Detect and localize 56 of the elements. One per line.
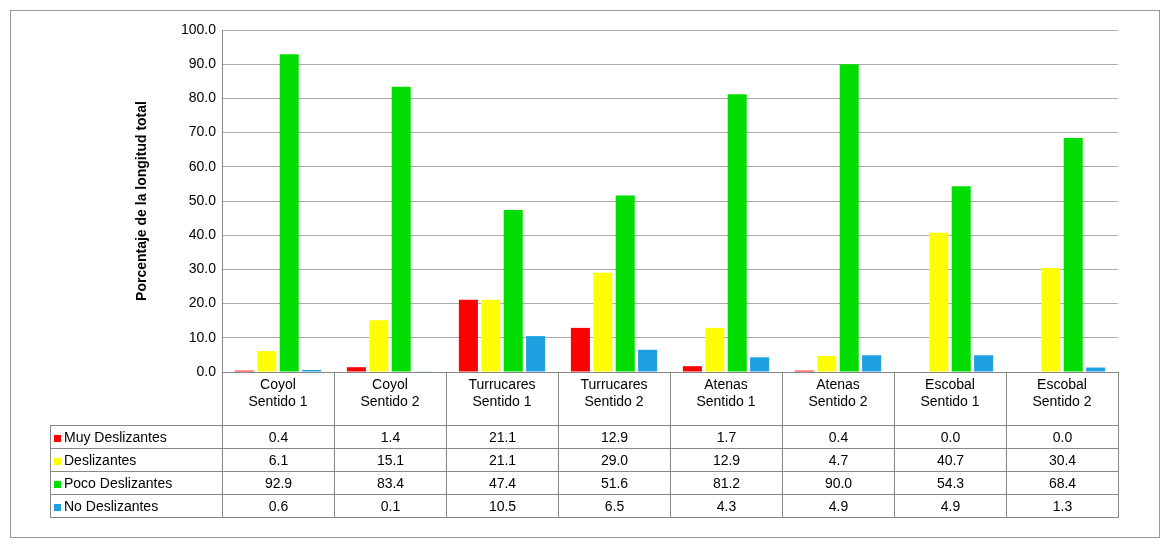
data-label: 12.9 xyxy=(670,448,783,472)
legend-label: Poco Deslizantes xyxy=(50,471,223,495)
data-label: 1.4 xyxy=(334,425,447,449)
data-label: 4.3 xyxy=(670,494,783,518)
y-tick-label: 20.0 xyxy=(188,294,217,311)
y-tick-label: 0.0 xyxy=(196,362,217,379)
y-tick-label: 80.0 xyxy=(188,89,217,106)
data-label: 6.1 xyxy=(222,448,335,472)
data-label: 0.0 xyxy=(894,425,1007,449)
data-label: 30.4 xyxy=(1006,448,1119,472)
data-label: 68.4 xyxy=(1006,471,1119,495)
x-tick-label: Escobal Sentido 2 xyxy=(1032,376,1092,410)
data-label: 51.6 xyxy=(558,471,671,495)
data-label: 4.9 xyxy=(782,494,895,518)
x-tick-label: Escobal Sentido 1 xyxy=(920,376,980,410)
x-tick-label: Atenas Sentido 1 xyxy=(696,376,756,410)
data-label: 6.5 xyxy=(558,494,671,518)
data-label: 1.7 xyxy=(670,425,783,449)
y-tick-label: 100.0 xyxy=(180,20,217,37)
y-tick-label: 10.0 xyxy=(188,328,217,345)
y-tick-label: 70.0 xyxy=(188,123,217,140)
data-label: 0.6 xyxy=(222,494,335,518)
data-label: 54.3 xyxy=(894,471,1007,495)
data-label: 4.7 xyxy=(782,448,895,472)
data-label: 21.1 xyxy=(446,425,559,449)
y-tick-label: 90.0 xyxy=(188,55,217,72)
data-label: 0.1 xyxy=(334,494,447,518)
x-tick-label: Atenas Sentido 2 xyxy=(808,376,868,410)
x-tick-label: Coyol Sentido 1 xyxy=(248,376,308,410)
legend-label: Deslizantes xyxy=(50,448,223,472)
data-label: 40.7 xyxy=(894,448,1007,472)
x-tick-label: Turrucares Sentido 2 xyxy=(580,376,648,410)
data-label: 4.9 xyxy=(894,494,1007,518)
legend-label: No Deslizantes xyxy=(50,494,223,518)
data-label: 92.9 xyxy=(222,471,335,495)
data-label: 1.3 xyxy=(1006,494,1119,518)
x-tick-label: Coyol Sentido 2 xyxy=(360,376,420,410)
y-tick-label: 30.0 xyxy=(188,260,217,277)
y-tick-label: 60.0 xyxy=(188,157,217,174)
data-label: 12.9 xyxy=(558,425,671,449)
y-axis-title: Porcentaje de la longitud total xyxy=(133,101,150,301)
data-label: 15.1 xyxy=(334,448,447,472)
data-label: 21.1 xyxy=(446,448,559,472)
data-label: 90.0 xyxy=(782,471,895,495)
data-label: 81.2 xyxy=(670,471,783,495)
data-label: 10.5 xyxy=(446,494,559,518)
x-tick-label: Turrucares Sentido 1 xyxy=(468,376,536,410)
data-label: 29.0 xyxy=(558,448,671,472)
data-label: 47.4 xyxy=(446,471,559,495)
y-tick-label: 50.0 xyxy=(188,191,217,208)
legend-label: Muy Deslizantes xyxy=(50,425,223,449)
data-label: 0.4 xyxy=(222,425,335,449)
y-tick-label: 40.0 xyxy=(188,226,217,243)
data-label: 0.0 xyxy=(1006,425,1119,449)
data-label: 0.4 xyxy=(782,425,895,449)
data-label: 83.4 xyxy=(334,471,447,495)
